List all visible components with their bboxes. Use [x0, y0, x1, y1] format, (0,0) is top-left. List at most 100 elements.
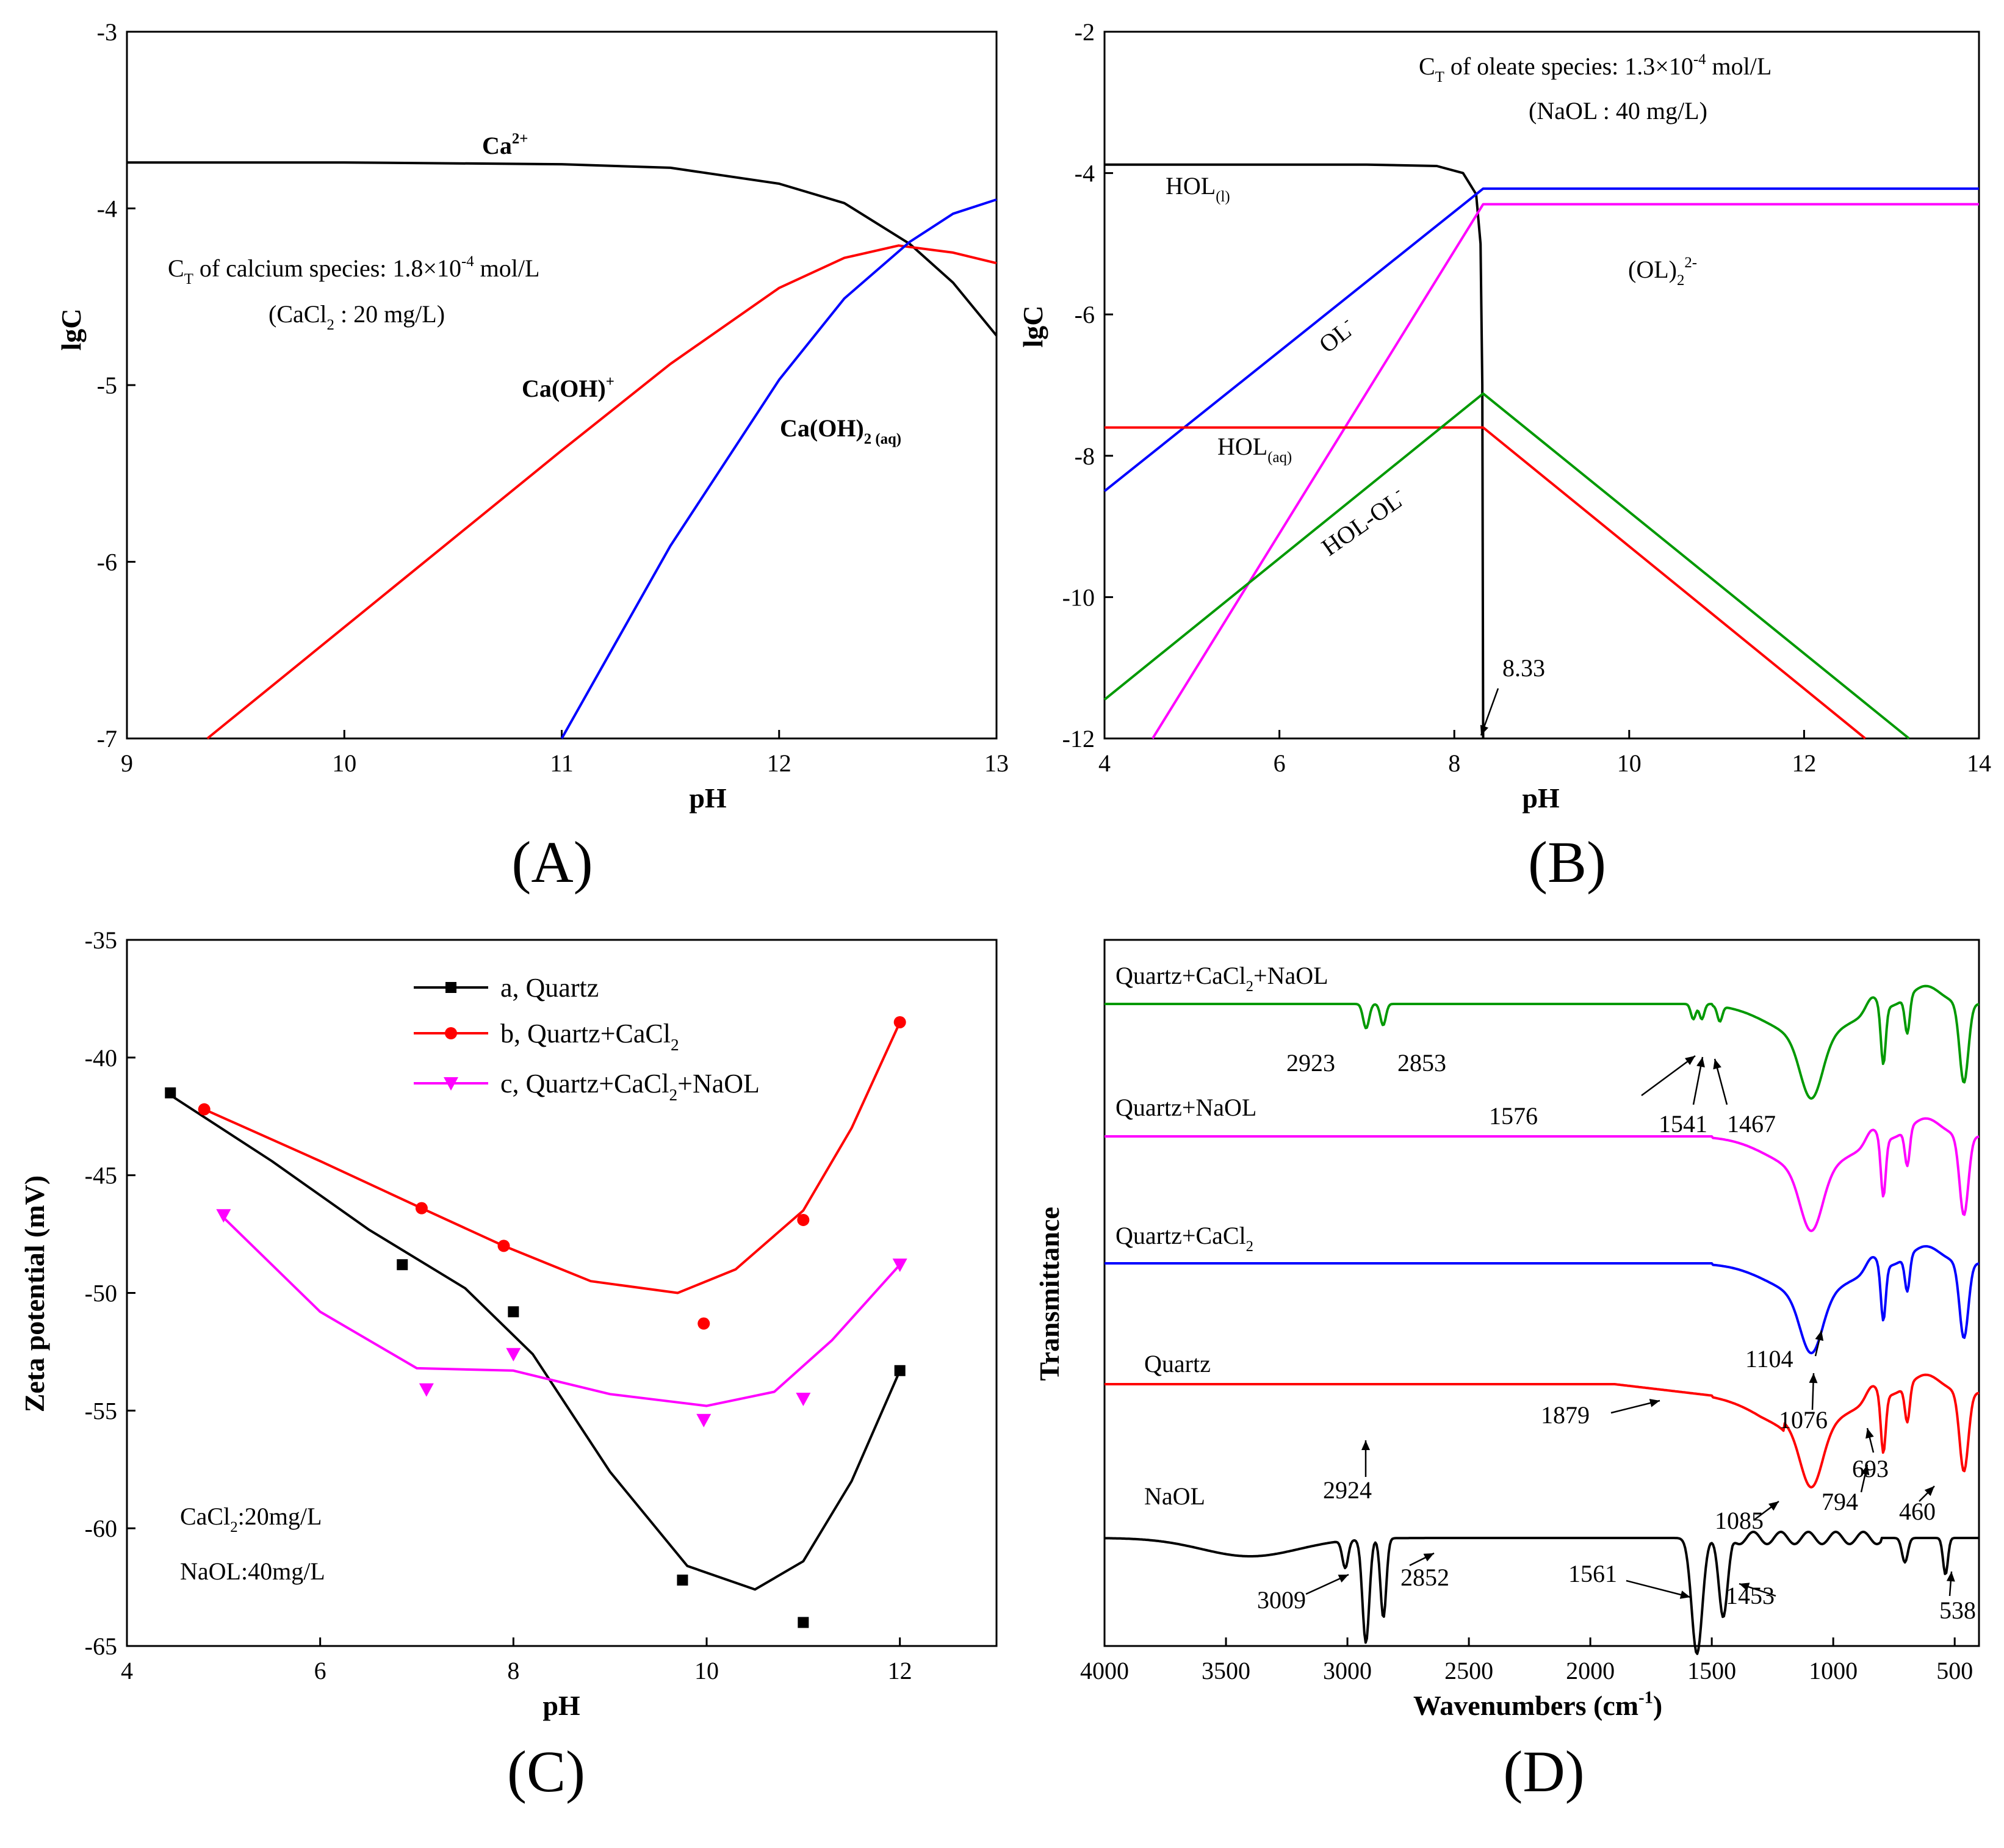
series-line: [1105, 163, 1485, 739]
y-tick-label: -8: [1075, 442, 1095, 470]
peak-label: 1467: [1727, 1110, 1776, 1138]
arrowhead: [1696, 1057, 1705, 1068]
data-point: [677, 1575, 688, 1586]
x-tick-label: 4: [1098, 749, 1111, 777]
x-axis-label: Wavenumbers (cm-1): [1413, 1689, 1662, 1721]
data-point: [796, 1393, 811, 1407]
legend-label: b, Quartz+CaCl2: [500, 1019, 679, 1054]
x-tick-label: 12: [767, 749, 791, 777]
x-tick-label: 9: [121, 749, 133, 777]
spectrum-label: NaOL: [1144, 1482, 1205, 1510]
y-tick-label: -10: [1062, 583, 1095, 611]
y-tick-label: -35: [85, 926, 117, 954]
peak-label: 3009: [1257, 1586, 1306, 1614]
arrowhead: [1423, 1553, 1434, 1562]
arrowhead: [1679, 1590, 1690, 1599]
series-line: [1103, 392, 1910, 740]
x-tick-label: 13: [984, 749, 1009, 777]
legend-label: a, Quartz: [500, 973, 599, 1003]
series-fit-curve: [203, 1022, 901, 1294]
annotation: CT of calcium species: 1.8×10-4 mol/L: [168, 253, 539, 287]
peak-label: 1541: [1659, 1110, 1707, 1138]
data-point: [397, 1259, 408, 1271]
arrowhead: [1946, 1572, 1955, 1582]
x-tick-label: 2000: [1566, 1657, 1615, 1684]
annotation: (NaOL : 40 mg/L): [1529, 97, 1707, 125]
x-tick-label: 4000: [1080, 1657, 1129, 1684]
data-point: [216, 1209, 231, 1223]
y-axis-label: Zeta potential (mV): [19, 1175, 50, 1412]
x-tick-label: 6: [1274, 749, 1286, 777]
arrowhead: [1768, 1501, 1779, 1511]
peak-label: 2852: [1400, 1564, 1449, 1591]
x-tick-label: 2500: [1444, 1657, 1493, 1684]
arrowhead: [1739, 1583, 1750, 1591]
arrowhead: [1815, 1330, 1824, 1341]
data-point: [165, 1087, 176, 1099]
data-point: [419, 1383, 434, 1397]
x-tick-label: 3500: [1202, 1657, 1250, 1684]
arrowhead: [1361, 1440, 1370, 1450]
y-axis-label: lgC: [1017, 306, 1048, 348]
legend-marker: [444, 1077, 458, 1091]
series-label: Ca(OH)2 (aq): [780, 414, 901, 447]
peak-arrow: [1626, 1579, 1691, 1598]
panel-c: 4 6 8 10 12 -65 -60 -55 -50 -45 -40 -35 pH Zeta poten…: [19, 926, 998, 1804]
legend-label: c, Quartz+CaCl2+NaOL: [500, 1069, 760, 1104]
arrowhead: [1924, 1486, 1934, 1496]
series-label: (OL)22-: [1628, 254, 1697, 289]
annotation: 8.33: [1502, 654, 1545, 682]
x-tick-label: 10: [1617, 749, 1642, 777]
data-point: [415, 1202, 428, 1215]
spectrum-label: Quartz+CaCl2+NaOL: [1116, 962, 1328, 995]
x-tick-label: 500: [1936, 1657, 1973, 1684]
x-tick-label: 14: [1967, 749, 1991, 777]
panel-label: (A): [511, 829, 593, 895]
peak-label: 2924: [1323, 1476, 1372, 1504]
y-tick-label: -4: [1075, 160, 1095, 187]
series-line: [127, 161, 998, 337]
arrowhead: [1649, 1399, 1660, 1407]
arrowhead: [1861, 1465, 1870, 1476]
x-axis-label: pH: [542, 1690, 580, 1721]
peak-label: 2853: [1397, 1049, 1446, 1077]
data-point: [508, 1306, 519, 1318]
panel-label: (D): [1503, 1739, 1584, 1804]
series-label: HOL(l): [1166, 172, 1230, 205]
y-axis-label: Transmittance: [1034, 1207, 1065, 1381]
annotation: CaCl2:20mg/L: [180, 1503, 322, 1536]
panel-a: 9 10 11 12 13 -7 -6 -5 -4 -3 pH lgC (A) Ca2+ Ca(OH)+ Ca…: [56, 18, 1009, 895]
data-point: [892, 1258, 907, 1272]
arrowhead: [1713, 1059, 1721, 1070]
y-tick-label: -6: [97, 549, 117, 576]
data-point: [697, 1317, 710, 1330]
x-tick-label: 11: [550, 749, 574, 777]
panel-b: 4 6 8 10 12 14-12-10-8-6-4-2pHlgC(B)HOL(l)OL-…: [1017, 18, 1991, 895]
series-line: [1103, 187, 1979, 493]
peak-label: 1453: [1726, 1582, 1775, 1609]
x-tick-label: 12: [1792, 749, 1816, 777]
y-tick-label: -4: [97, 195, 117, 223]
arrowhead: [1684, 1056, 1695, 1066]
x-tick-label: 8: [507, 1657, 519, 1684]
y-tick-label: -12: [1062, 725, 1095, 753]
plot-frame: [1103, 31, 1980, 740]
x-tick-label: 1000: [1809, 1657, 1858, 1684]
panel-label: (B): [1528, 829, 1606, 895]
arrowhead: [1480, 724, 1489, 735]
peak-label: 1576: [1489, 1102, 1538, 1130]
series-label: HOL(aq): [1217, 433, 1292, 466]
series-label: Ca2+: [482, 131, 528, 159]
x-tick-label: 1500: [1687, 1657, 1736, 1684]
series-line: [560, 198, 997, 739]
series-label: HOL-OL-: [1316, 483, 1411, 561]
spectrum-line: [1105, 1117, 1980, 1232]
peak-label: 1076: [1779, 1406, 1828, 1434]
y-tick-label: -3: [97, 18, 117, 46]
peak-label: 794: [1822, 1488, 1858, 1515]
plot-frame: [1103, 939, 1980, 1647]
peak-label: 1104: [1745, 1345, 1793, 1373]
data-point: [894, 1365, 906, 1376]
arrowhead: [1809, 1373, 1818, 1384]
y-tick-label: -45: [85, 1162, 117, 1189]
